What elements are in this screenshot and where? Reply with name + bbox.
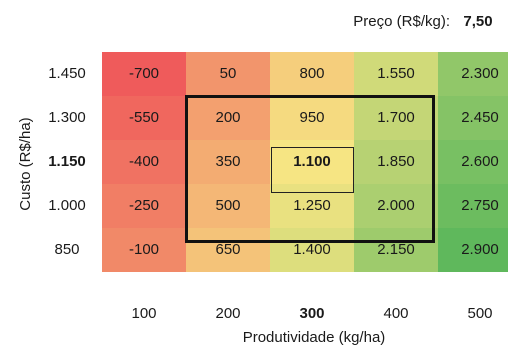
x-tick-label: 100 <box>131 305 157 322</box>
heatmap-cell: 500 <box>186 184 270 228</box>
heatmap-cell: 1.850 <box>354 140 438 184</box>
y-tick-label: 1.450 <box>48 65 86 82</box>
heatmap-cell: 2.000 <box>354 184 438 228</box>
y-axis-title: Custo (R$/ha) <box>17 117 34 211</box>
heatmap-cell: 1.250 <box>270 184 354 228</box>
heatmap-cell: 50 <box>186 52 270 96</box>
heatmap-cell: 650 <box>186 228 270 272</box>
heatmap-cell: 2.150 <box>354 228 438 272</box>
heatmap-cell: -100 <box>102 228 186 272</box>
x-tick-label: 200 <box>215 305 241 322</box>
price-label: Preço (R$/kg): <box>353 13 450 30</box>
heatmap-cell: 2.450 <box>438 96 508 140</box>
y-tick-label: 850 <box>54 241 80 258</box>
heatmap-cell: -700 <box>102 52 186 96</box>
heatmap-cell: 1.700 <box>354 96 438 140</box>
price-value: 7,50 <box>463 13 493 30</box>
heatmap-cell: -550 <box>102 96 186 140</box>
heatmap-cell: 800 <box>270 52 354 96</box>
heatmap-cell: 200 <box>186 96 270 140</box>
x-tick-label: 400 <box>383 305 409 322</box>
y-tick-label: 1.000 <box>48 197 86 214</box>
heatmap-cell: 350 <box>186 140 270 184</box>
y-tick-label: 1.300 <box>48 109 86 126</box>
x-tick-label: 300 <box>299 305 325 322</box>
heatmap-cell: 2.750 <box>438 184 508 228</box>
heatmap-cell: 2.300 <box>438 52 508 96</box>
heatmap-cell: 1.400 <box>270 228 354 272</box>
heatmap-cell: -400 <box>102 140 186 184</box>
x-tick-label: 500 <box>467 305 493 322</box>
heatmap-cell: 2.900 <box>438 228 508 272</box>
heatmap-cell: 2.600 <box>438 140 508 184</box>
heatmap-cell: 950 <box>270 96 354 140</box>
heatmap-cell: 1.100 <box>270 140 354 184</box>
x-axis-title: Produtividade (kg/ha) <box>242 329 386 346</box>
y-tick-label: 1.150 <box>48 153 86 170</box>
heatmap-cell: 1.550 <box>354 52 438 96</box>
heatmap-cell: -250 <box>102 184 186 228</box>
